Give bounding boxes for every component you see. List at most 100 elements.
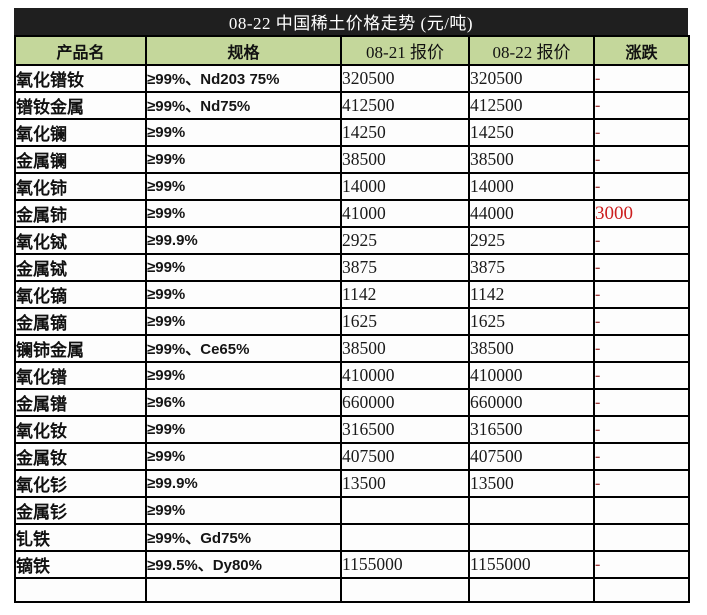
change-cell: -	[593, 172, 690, 201]
price-0822-cell: 316500	[468, 415, 595, 444]
price-0822-cell: 14000	[468, 172, 595, 201]
spec-cell: ≥99.9%	[145, 469, 342, 498]
price-0822-cell: 38500	[468, 145, 595, 174]
price-0821-cell: 2925	[340, 226, 470, 255]
header-product: 产品名	[14, 35, 147, 66]
product-name-cell: 金属钐	[14, 496, 147, 525]
change-cell: -	[593, 469, 690, 498]
header-price-0821: 08-21 报价	[340, 35, 470, 66]
change-cell: -	[593, 361, 690, 390]
product-name-cell: 金属铈	[14, 199, 147, 228]
price-0821-cell: 14000	[340, 172, 470, 201]
change-cell: -	[593, 280, 690, 309]
spec-cell: ≥99%	[145, 361, 342, 390]
change-cell	[593, 496, 690, 525]
spec-cell	[145, 577, 342, 603]
table-row: 氧化钕 ≥99% 316500 316500-	[14, 415, 690, 444]
table-row: 氧化镨钕 ≥99%、Nd203 75% 320500 320500-	[14, 64, 690, 93]
table-row: 金属铈 ≥99% 41000 44000 3000	[14, 199, 690, 228]
change-cell: -	[593, 118, 690, 147]
price-0822-cell: 44000	[468, 199, 595, 228]
spec-cell: ≥99%、Gd75%	[145, 523, 342, 552]
table-row: 氧化钐 ≥99.9% 13500 13500-	[14, 469, 690, 498]
price-0822-cell: 660000	[468, 388, 595, 417]
price-0822-cell: 407500	[468, 442, 595, 471]
spec-cell: ≥99%	[145, 172, 342, 201]
product-name-cell: 金属铽	[14, 253, 147, 282]
change-cell	[593, 523, 690, 552]
change-cell: -	[593, 307, 690, 336]
price-0821-cell: 3875	[340, 253, 470, 282]
header-price-0822: 08-22 报价	[468, 35, 595, 66]
price-0822-cell: 320500	[468, 64, 595, 93]
table-row: 金属钕 ≥99% 407500 407500-	[14, 442, 690, 471]
product-name-cell: 氧化铽	[14, 226, 147, 255]
change-cell: 3000	[593, 199, 690, 228]
price-sheet: 08-22 中国稀土价格走势 (元/吨) 产品名 规格 08-21 报价 08-…	[14, 8, 690, 603]
change-cell: -	[593, 442, 690, 471]
product-name-cell	[14, 577, 147, 603]
spec-cell: ≥99%	[145, 307, 342, 336]
product-name-cell: 镨钕金属	[14, 91, 147, 120]
table-row: 镨钕金属 ≥99%、Nd75% 412500 412500-	[14, 91, 690, 120]
price-0821-cell: 412500	[340, 91, 470, 120]
price-0821-cell: 316500	[340, 415, 470, 444]
price-0822-cell: 14250	[468, 118, 595, 147]
spec-cell: ≥99%	[145, 280, 342, 309]
table-body: 氧化镨钕 ≥99%、Nd203 75% 320500 320500- 镨钕金属 ≥99%、…	[14, 64, 690, 603]
table-row: 镝铁 ≥99.5%、Dy80% 1155000 1155000-	[14, 550, 690, 579]
price-0822-cell: 1142	[468, 280, 595, 309]
spec-cell: ≥99%、Ce65%	[145, 334, 342, 363]
price-0821-cell: 1625	[340, 307, 470, 336]
product-name-cell: 氧化铈	[14, 172, 147, 201]
price-0821-cell: 38500	[340, 145, 470, 174]
spec-cell: ≥99%	[145, 199, 342, 228]
price-0822-cell	[468, 496, 595, 525]
change-cell: -	[593, 415, 690, 444]
table-row: 金属钐 ≥99%	[14, 496, 690, 525]
price-0821-cell: 1155000	[340, 550, 470, 579]
table-row: 金属镧 ≥99% 38500 38500-	[14, 145, 690, 174]
price-0821-cell: 410000	[340, 361, 470, 390]
spec-cell: ≥99%、Nd75%	[145, 91, 342, 120]
price-0822-cell	[468, 523, 595, 552]
table-title: 08-22 中国稀土价格走势 (元/吨)	[14, 8, 688, 35]
price-0822-cell: 3875	[468, 253, 595, 282]
change-cell: -	[593, 64, 690, 93]
price-0821-cell: 1142	[340, 280, 470, 309]
price-0822-cell: 412500	[468, 91, 595, 120]
spec-cell: ≥99%	[145, 118, 342, 147]
price-0822-cell: 1625	[468, 307, 595, 336]
product-name-cell: 氧化钐	[14, 469, 147, 498]
table-row: 氧化镝 ≥99% 1142 1142-	[14, 280, 690, 309]
price-0821-cell: 14250	[340, 118, 470, 147]
product-name-cell: 钆铁	[14, 523, 147, 552]
spec-cell: ≥99.5%、Dy80%	[145, 550, 342, 579]
product-name-cell: 金属镧	[14, 145, 147, 174]
price-0821-cell	[340, 577, 470, 603]
table-row: 氧化铈 ≥99% 14000 14000-	[14, 172, 690, 201]
change-cell: -	[593, 91, 690, 120]
product-name-cell: 氧化镝	[14, 280, 147, 309]
spec-cell: ≥99%	[145, 442, 342, 471]
spec-cell: ≥99%	[145, 145, 342, 174]
product-name-cell: 氧化钕	[14, 415, 147, 444]
price-0822-cell: 1155000	[468, 550, 595, 579]
product-name-cell: 氧化镨钕	[14, 64, 147, 93]
table-header-row: 产品名 规格 08-21 报价 08-22 报价 涨跌	[14, 35, 690, 66]
table-row: 钆铁 ≥99%、Gd75%	[14, 523, 690, 552]
change-cell: -	[593, 550, 690, 579]
price-0821-cell: 407500	[340, 442, 470, 471]
table-row: 氧化铽 ≥99.9% 2925 2925-	[14, 226, 690, 255]
table-row: 金属铽 ≥99% 3875 3875-	[14, 253, 690, 282]
rare-earth-price-table: 产品名 规格 08-21 报价 08-22 报价 涨跌 氧化镨钕 ≥99%、Nd2…	[14, 35, 690, 603]
change-cell: -	[593, 253, 690, 282]
price-0821-cell: 320500	[340, 64, 470, 93]
product-name-cell: 氧化镨	[14, 361, 147, 390]
price-0822-cell	[468, 577, 595, 603]
price-0821-cell: 38500	[340, 334, 470, 363]
spec-cell: ≥99%、Nd203 75%	[145, 64, 342, 93]
product-name-cell: 金属镝	[14, 307, 147, 336]
change-cell: -	[593, 145, 690, 174]
price-0822-cell: 2925	[468, 226, 595, 255]
